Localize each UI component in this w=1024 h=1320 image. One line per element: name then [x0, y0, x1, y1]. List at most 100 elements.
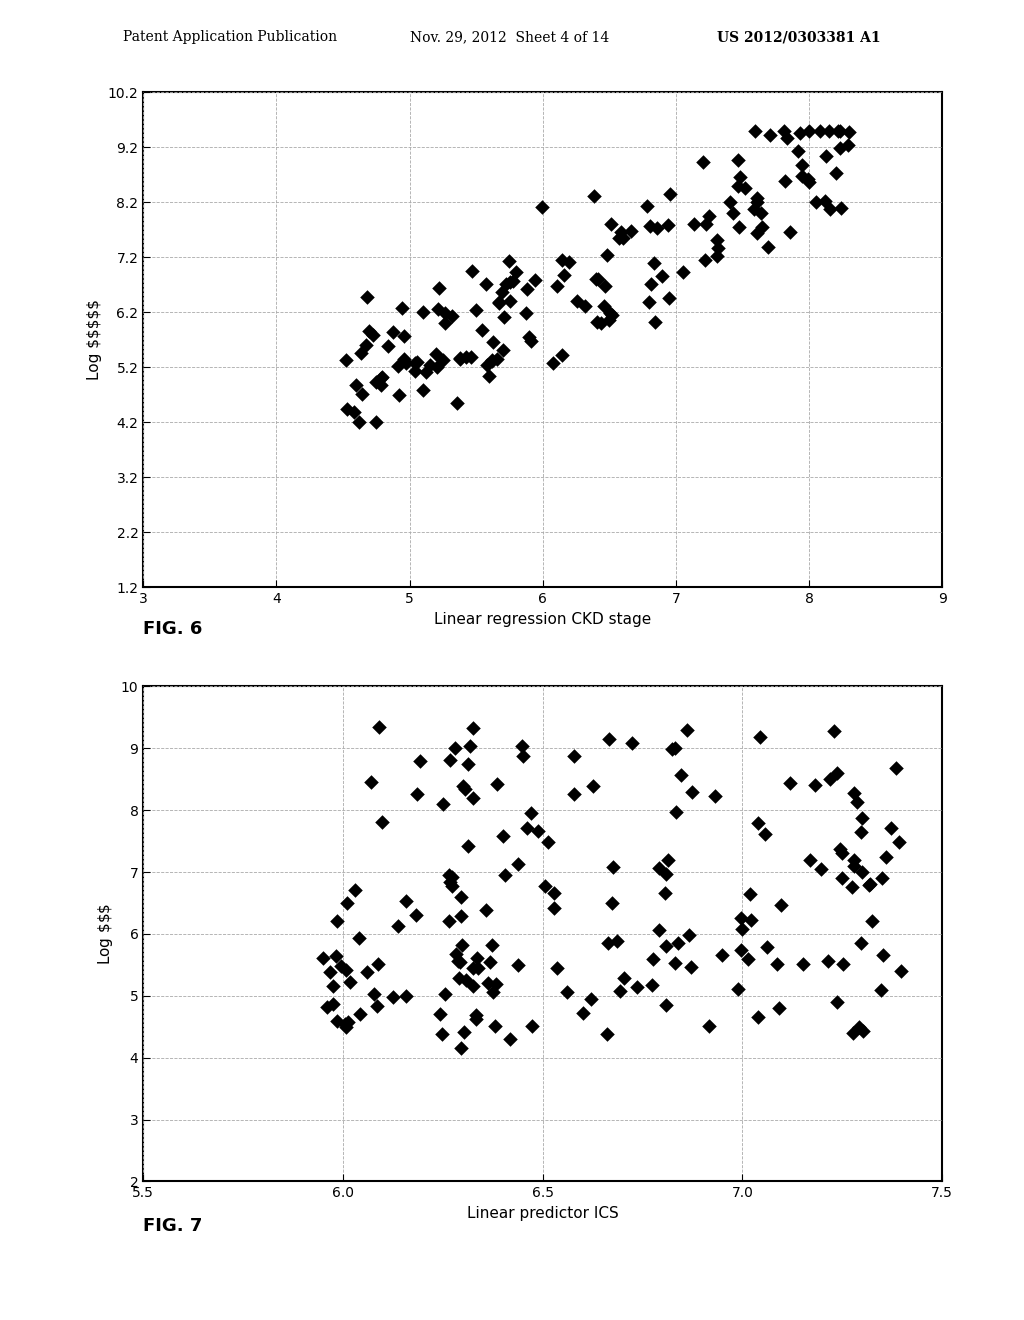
Point	[340, 1011, 356, 1032]
Point	[409, 904, 425, 925]
Point	[351, 412, 368, 433]
Point	[441, 871, 458, 892]
Point	[806, 775, 822, 796]
Point	[509, 954, 525, 975]
Point	[835, 843, 851, 865]
Point	[568, 290, 585, 312]
Point	[598, 244, 614, 265]
Point	[750, 1007, 766, 1028]
Point	[697, 214, 714, 235]
Point	[740, 949, 757, 970]
Point	[394, 297, 411, 318]
Point	[754, 216, 770, 238]
Point	[684, 781, 700, 803]
Point	[746, 120, 763, 141]
Point	[490, 292, 507, 313]
Point	[458, 970, 474, 991]
Point	[586, 185, 602, 206]
Point	[339, 892, 355, 913]
Point	[441, 911, 458, 932]
Point	[523, 1015, 540, 1036]
Point	[566, 746, 583, 767]
Point	[365, 325, 381, 346]
Point	[752, 726, 768, 747]
Point	[662, 288, 678, 309]
Point	[452, 952, 468, 973]
Point	[514, 746, 530, 767]
Point	[853, 822, 869, 843]
Point	[603, 892, 620, 913]
Point	[428, 345, 444, 366]
Point	[840, 133, 856, 154]
Point	[854, 808, 870, 829]
Point	[853, 932, 869, 953]
Point	[589, 312, 605, 333]
Point	[554, 249, 570, 271]
Point	[397, 352, 414, 374]
Point	[370, 995, 386, 1016]
Point	[757, 824, 773, 845]
Point	[350, 928, 367, 949]
Point	[407, 360, 423, 381]
Point	[811, 120, 827, 141]
Point	[836, 953, 852, 974]
Point	[701, 1015, 718, 1036]
Point	[845, 1022, 861, 1043]
Point	[831, 838, 848, 859]
Point	[651, 920, 668, 941]
Text: FIG. 6: FIG. 6	[143, 620, 203, 639]
Point	[498, 273, 514, 294]
Point	[596, 296, 612, 317]
Point	[319, 997, 336, 1018]
Point	[396, 326, 413, 347]
Point	[777, 170, 794, 191]
Point	[391, 384, 408, 405]
Point	[449, 392, 465, 413]
Point	[436, 983, 453, 1005]
Point	[436, 313, 453, 334]
Point	[338, 399, 354, 420]
Point	[654, 265, 671, 286]
Point	[679, 719, 695, 741]
Point	[781, 772, 798, 793]
Point	[722, 191, 738, 213]
Point	[794, 165, 810, 186]
Point	[454, 935, 470, 956]
Point	[566, 783, 583, 804]
Point	[668, 952, 684, 973]
Point	[390, 356, 407, 378]
Point	[794, 154, 810, 176]
Point	[600, 729, 616, 750]
Point	[465, 788, 481, 809]
Point	[750, 223, 766, 244]
Point	[731, 216, 748, 238]
Point	[537, 875, 553, 896]
Point	[732, 908, 749, 929]
Point	[599, 932, 615, 953]
Point	[751, 813, 767, 834]
Point	[749, 191, 765, 213]
Point	[781, 222, 798, 243]
Point	[502, 271, 518, 292]
Point	[322, 961, 338, 982]
Point	[519, 818, 536, 840]
Point	[373, 367, 389, 388]
Point	[481, 952, 498, 973]
Point	[597, 276, 613, 297]
Point	[844, 876, 860, 898]
Point	[432, 1003, 449, 1024]
Point	[468, 300, 484, 321]
Point	[854, 862, 870, 883]
Point	[435, 350, 452, 371]
Point	[854, 1020, 870, 1041]
Point	[452, 348, 468, 370]
Point	[510, 853, 526, 874]
Point	[470, 957, 486, 978]
Text: US 2012/0303381 A1: US 2012/0303381 A1	[717, 30, 881, 45]
Point	[657, 994, 674, 1015]
Point	[450, 950, 466, 972]
Point	[574, 1002, 591, 1023]
Point	[462, 735, 478, 756]
Point	[828, 991, 845, 1012]
Point	[348, 374, 365, 395]
